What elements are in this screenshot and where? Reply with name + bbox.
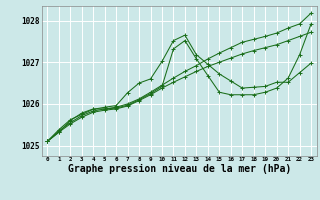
X-axis label: Graphe pression niveau de la mer (hPa): Graphe pression niveau de la mer (hPa) xyxy=(68,164,291,174)
